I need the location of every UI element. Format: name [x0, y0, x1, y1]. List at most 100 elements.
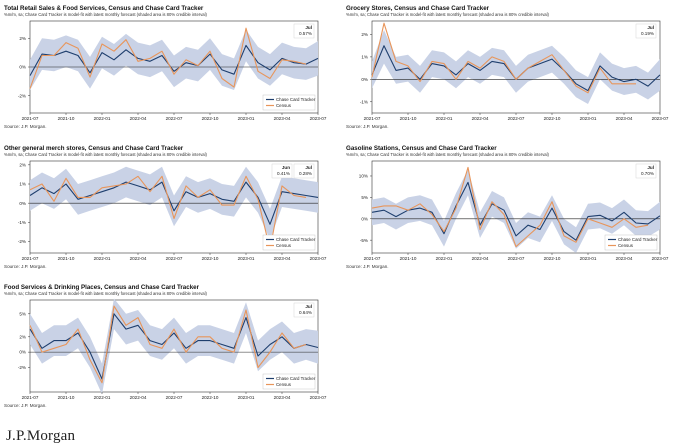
- x-tick-label: 2022-07: [508, 116, 525, 121]
- y-tick-label: 2%: [19, 36, 26, 41]
- x-tick-label: 2021-10: [58, 395, 75, 400]
- chart-subtitle: %m/m, sa; Chase Card Tracker is model-fi…: [346, 12, 549, 17]
- x-tick-label: 2023-01: [580, 256, 597, 261]
- x-tick-label: 2021-07: [364, 256, 381, 261]
- census-line: [371, 166, 649, 248]
- chart-panel-total-retail: Total Retail Sales & Food Services, Cens…: [4, 5, 327, 129]
- chase-card-tracker-line: [29, 44, 319, 76]
- y-tick-label: 5%: [19, 311, 26, 316]
- x-tick-label: 2023-01: [580, 116, 597, 121]
- y-tick-label: -2%: [18, 239, 26, 244]
- x-tick-label: 2023-01: [238, 116, 255, 121]
- callout-value: 0.70%: [641, 171, 654, 176]
- x-tick-label: 2021-10: [58, 116, 75, 121]
- callout-value: 0.28%: [299, 171, 312, 176]
- x-tick-label: 2022-10: [202, 256, 219, 261]
- callout-month: Jul: [647, 25, 654, 30]
- x-tick-label: 2022-10: [202, 395, 219, 400]
- census-line: [29, 27, 307, 89]
- y-tick-label: 2%: [19, 162, 26, 167]
- line-chart-grocery: -1% 0% 1% 2% 2021-07 2021-10 2022-01 2022-04 202…: [360, 20, 669, 121]
- y-tick-label: 0%: [19, 65, 26, 70]
- y-tick-label: 10%: [359, 174, 368, 179]
- x-tick-label: 2023-07: [310, 116, 327, 121]
- y-tick-label: 0%: [361, 216, 368, 221]
- y-tick-label: 1%: [19, 182, 26, 187]
- legend-box: [262, 234, 316, 251]
- x-tick-label: 2023-04: [274, 256, 291, 261]
- y-tick-label: 2%: [19, 334, 26, 339]
- x-tick-label: 2022-07: [508, 256, 525, 261]
- y-tick-label: -1%: [18, 220, 26, 225]
- chart-subtitle: %m/m, sa; Chase Card Tracker is model-fi…: [4, 12, 207, 17]
- legend-label-census: Census: [276, 103, 292, 108]
- x-tick-label: 2022-07: [166, 256, 183, 261]
- legend-label-census: Census: [276, 382, 292, 387]
- callout-month: Jul: [305, 304, 312, 309]
- legend-label-tracker: Chase Card Tracker: [276, 237, 316, 242]
- y-tick-label: -2%: [18, 365, 26, 370]
- callout-month: Jun: [282, 165, 290, 170]
- legend-box: [262, 94, 316, 111]
- x-tick-label: 2022-07: [166, 395, 183, 400]
- legend-label-census: Census: [276, 243, 292, 248]
- y-tick-label: -1%: [360, 99, 368, 104]
- credible-interval-band: [30, 298, 318, 395]
- callout-value: 0.41%: [277, 171, 290, 176]
- chase-card-tracker-line: [371, 181, 661, 241]
- callout-value: 0.19%: [641, 31, 654, 36]
- chase-card-tracker-line: [29, 313, 319, 380]
- x-tick-label: 2022-10: [544, 116, 561, 121]
- legend-label-tracker: Chase Card Tracker: [276, 97, 316, 102]
- chart-source: Source: J.P. Morgan.: [346, 264, 389, 269]
- chart-panel-grocery: Grocery Stores, Census and Chase Card Tr…: [346, 5, 669, 129]
- chart-source: Source: J.P. Morgan.: [4, 403, 47, 408]
- y-tick-label: 0%: [361, 77, 368, 82]
- x-tick-label: 2021-07: [22, 256, 39, 261]
- census-line: [29, 175, 307, 250]
- x-tick-label: 2022-01: [436, 256, 453, 261]
- x-tick-label: 2023-04: [616, 116, 633, 121]
- x-tick-label: 2022-01: [94, 395, 111, 400]
- x-tick-label: 2023-07: [310, 395, 327, 400]
- x-tick-label: 2021-07: [22, 116, 39, 121]
- chart-subtitle: %m/m, sa; Chase Card Tracker is model-fi…: [4, 291, 207, 296]
- x-tick-label: 2021-10: [400, 256, 417, 261]
- x-tick-label: 2022-07: [166, 116, 183, 121]
- callout-box: [293, 23, 315, 39]
- chart-source: Source: J.P. Morgan.: [4, 264, 47, 269]
- x-tick-label: 2023-01: [238, 256, 255, 261]
- callout-box: [271, 163, 293, 179]
- callout-value: 0.57%: [299, 31, 312, 36]
- x-tick-label: 2021-10: [400, 116, 417, 121]
- jpmorgan-logo: J.P.Morgan: [6, 428, 76, 444]
- legend-box: [262, 373, 316, 390]
- x-tick-label: 2022-04: [130, 395, 147, 400]
- y-tick-label: 5%: [361, 195, 368, 200]
- chart-panel-general-merch: Other general merch stores, Census and C…: [4, 145, 327, 269]
- x-tick-label: 2022-01: [436, 116, 453, 121]
- y-tick-label: -5%: [360, 238, 368, 243]
- line-chart-general-merch: -2% -1% 0% 1% 2% 2021-07 2021-10 2022-01 2022-04…: [18, 160, 327, 261]
- line-chart-total-retail: -2% 0% 2% 2021-07 2021-10 2022-01 2022-04 2022-…: [18, 20, 327, 121]
- chart-title: Food Services & Drinking Places, Census …: [4, 284, 199, 291]
- callout-value: 0.64%: [299, 310, 312, 315]
- legend-label-tracker: Chase Card Tracker: [276, 376, 316, 381]
- y-tick-label: 0%: [19, 350, 26, 355]
- legend-label-tracker: Chase Card Tracker: [618, 237, 658, 242]
- callout-month: Jul: [305, 165, 312, 170]
- x-tick-label: 2022-04: [472, 116, 489, 121]
- chart-title: Grocery Stores, Census and Chase Card Tr…: [346, 5, 490, 12]
- x-tick-label: 2023-04: [274, 116, 291, 121]
- callout-box: [635, 163, 657, 179]
- callout-box: [293, 163, 315, 179]
- y-tick-label: 0%: [19, 201, 26, 206]
- chart-title: Other general merch stores, Census and C…: [4, 145, 184, 152]
- chart-panel-gasoline: Gasoline Stations, Census and Chase Card…: [346, 145, 669, 269]
- x-tick-label: 2021-07: [364, 116, 381, 121]
- line-chart-gasoline: -5% 0% 5% 10% 2021-07 2021-10 2022-01 2022-04 20…: [359, 160, 669, 261]
- chart-panel-food-services: Food Services & Drinking Places, Census …: [4, 284, 327, 408]
- legend-box: [604, 234, 658, 251]
- x-tick-label: 2021-07: [22, 395, 39, 400]
- callout-month: Jul: [647, 165, 654, 170]
